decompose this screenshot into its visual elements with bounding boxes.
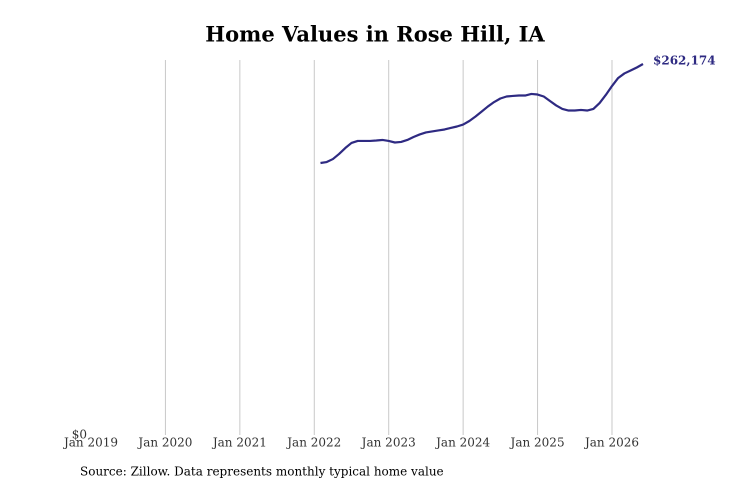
value-label: $262,174	[653, 53, 716, 67]
line	[320, 63, 644, 165]
x-tick-label: Jan 2024	[434, 436, 490, 450]
y-tick-label: $0	[72, 428, 87, 442]
x-tick-label: Jan 2025	[509, 436, 565, 450]
chart-title: Home Values in Rose Hill, IA	[205, 22, 545, 47]
source-note: Source: Zillow. Data represents monthly …	[80, 465, 444, 479]
x-tick-label: Jan 2026	[583, 436, 639, 450]
x-tick-label: Jan 2020	[136, 436, 192, 450]
x-tick-label: Jan 2019	[62, 436, 118, 450]
x-tick-label: Jan 2021	[211, 436, 267, 450]
x-tick-label: Jan 2023	[360, 436, 416, 450]
x-tick-label: Jan 2022	[285, 436, 341, 450]
